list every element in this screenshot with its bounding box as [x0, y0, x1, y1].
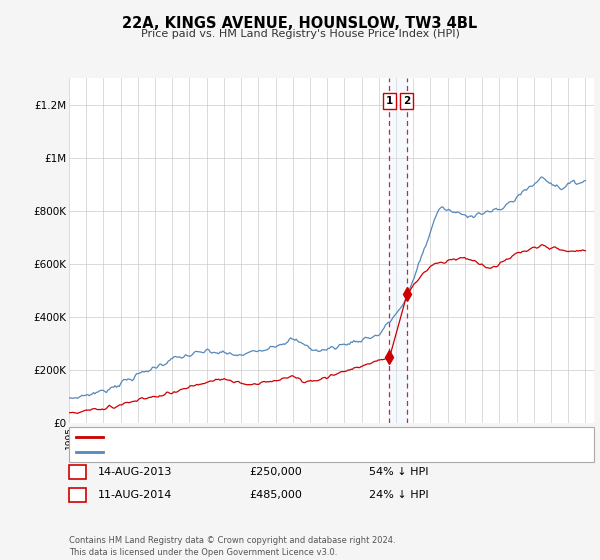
Line: HPI: Average price, detached house, Hounslow: HPI: Average price, detached house, Houn… — [69, 177, 586, 398]
22A, KINGS AVENUE, HOUNSLOW, TW3 4BL (detached house) — [221, 375, 228, 382]
Text: Contains HM Land Registry data © Crown copyright and database right 2024.
This d: Contains HM Land Registry data © Crown c… — [69, 536, 395, 557]
22A, KINGS AVENUE, HOUNSLOW, TW3 4BL (detached house) — [238, 380, 245, 386]
HPI: Average price, detached house, Hounslow: (2.01e+03, 2.69e+05): Average price, detached house, Hounslow:… — [247, 348, 254, 355]
HPI: Average price, detached house, Hounslow: (2.02e+03, 9.27e+05): Average price, detached house, Hounslow:… — [539, 174, 546, 180]
Text: 1: 1 — [386, 96, 393, 106]
HPI: Average price, detached house, Hounslow: (2.01e+03, 2.56e+05): Average price, detached house, Hounslow:… — [238, 352, 245, 358]
22A, KINGS AVENUE, HOUNSLOW, TW3 4BL (detached house) — [582, 248, 589, 254]
22A, KINGS AVENUE, HOUNSLOW, TW3 4BL (detached house) — [130, 398, 137, 405]
HPI: Average price, detached house, Hounslow: (2.02e+03, 9.14e+05): Average price, detached house, Hounslow:… — [582, 177, 589, 184]
HPI: Average price, detached house, Hounslow: (2e+03, 9.33e+04): Average price, detached house, Hounslow:… — [65, 395, 73, 402]
22A, KINGS AVENUE, HOUNSLOW, TW3 4BL (detached house) — [539, 241, 546, 248]
HPI: Average price, detached house, Hounslow: (2e+03, 1.64e+05): Average price, detached house, Hounslow:… — [130, 376, 137, 382]
Bar — [389, 78, 407, 423]
Text: 22A, KINGS AVENUE, HOUNSLOW, TW3 4BL (detached house): 22A, KINGS AVENUE, HOUNSLOW, TW3 4BL (de… — [108, 432, 428, 442]
22A, KINGS AVENUE, HOUNSLOW, TW3 4BL (detached house) — [247, 381, 254, 388]
Text: 11-AUG-2014: 11-AUG-2014 — [98, 490, 172, 500]
22A, KINGS AVENUE, HOUNSLOW, TW3 4BL (detached house) — [74, 410, 81, 417]
Text: 14-AUG-2013: 14-AUG-2013 — [98, 466, 172, 477]
Text: £250,000: £250,000 — [249, 466, 302, 477]
Text: Price paid vs. HM Land Registry's House Price Index (HPI): Price paid vs. HM Land Registry's House … — [140, 29, 460, 39]
22A, KINGS AVENUE, HOUNSLOW, TW3 4BL (detached house) — [293, 375, 300, 381]
Text: £485,000: £485,000 — [249, 490, 302, 500]
Text: 1: 1 — [74, 466, 81, 477]
22A, KINGS AVENUE, HOUNSLOW, TW3 4BL (detached house) — [556, 246, 563, 253]
Text: 54% ↓ HPI: 54% ↓ HPI — [369, 466, 428, 477]
Text: 2: 2 — [403, 96, 410, 106]
Text: 22A, KINGS AVENUE, HOUNSLOW, TW3 4BL: 22A, KINGS AVENUE, HOUNSLOW, TW3 4BL — [122, 16, 478, 31]
22A, KINGS AVENUE, HOUNSLOW, TW3 4BL (detached house) — [65, 409, 73, 416]
HPI: Average price, detached house, Hounslow: (2e+03, 9.24e+04): Average price, detached house, Hounslow:… — [68, 395, 76, 402]
Text: 2: 2 — [74, 490, 81, 500]
HPI: Average price, detached house, Hounslow: (2.02e+03, 8.85e+05): Average price, detached house, Hounslow:… — [556, 185, 563, 192]
HPI: Average price, detached house, Hounslow: (2.01e+03, 3.16e+05): Average price, detached house, Hounslow:… — [293, 336, 300, 343]
Text: 24% ↓ HPI: 24% ↓ HPI — [369, 490, 428, 500]
Text: HPI: Average price, detached house, Hounslow: HPI: Average price, detached house, Houn… — [108, 447, 352, 458]
HPI: Average price, detached house, Hounslow: (2e+03, 2.66e+05): Average price, detached house, Hounslow:… — [221, 349, 228, 356]
Line: 22A, KINGS AVENUE, HOUNSLOW, TW3 4BL (detached house): 22A, KINGS AVENUE, HOUNSLOW, TW3 4BL (de… — [69, 245, 586, 413]
